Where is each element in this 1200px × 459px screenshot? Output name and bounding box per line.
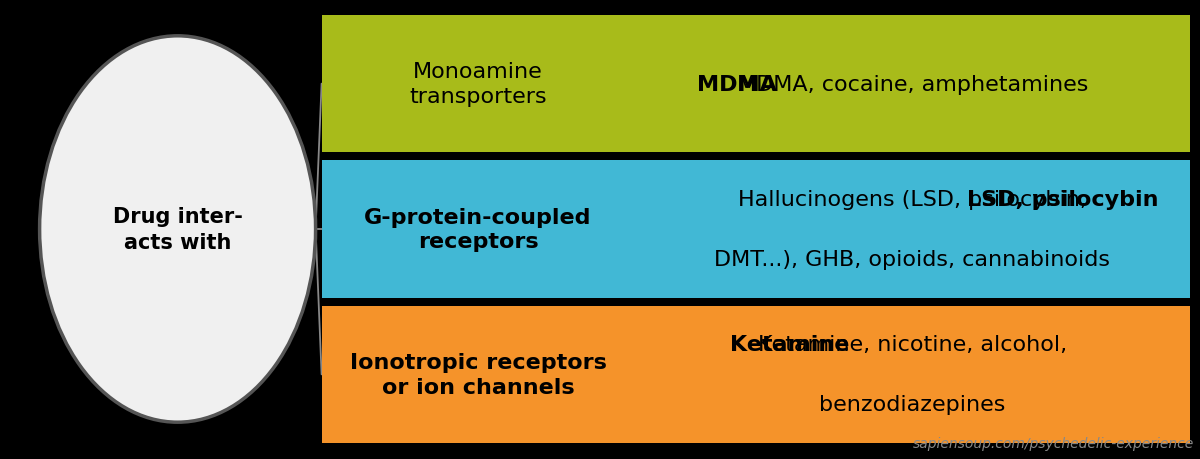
Text: LSD, psilocybin: LSD, psilocybin: [966, 190, 1158, 210]
Text: MDMA: MDMA: [697, 74, 778, 95]
Bar: [322, 306, 1190, 443]
Text: MDMA, cocaine, amphetamines: MDMA, cocaine, amphetamines: [737, 74, 1088, 95]
Text: Drug inter-
acts with: Drug inter- acts with: [113, 207, 242, 252]
Text: Ionotropic receptors
or ion channels: Ionotropic receptors or ion channels: [349, 352, 606, 397]
Ellipse shape: [40, 37, 316, 422]
Text: Monoamine
transporters: Monoamine transporters: [409, 62, 547, 107]
Text: G-protein-coupled
receptors: G-protein-coupled receptors: [365, 207, 592, 252]
Text: benzodiazepines: benzodiazepines: [820, 394, 1006, 414]
Bar: [322, 16, 1190, 153]
Text: Hallucinogens (LSD, psilocybin,: Hallucinogens (LSD, psilocybin,: [738, 190, 1087, 210]
Text: sapiensoup.com/psychedelic-experience: sapiensoup.com/psychedelic-experience: [913, 436, 1194, 450]
Text: DMT...), GHB, opioids, cannabinoids: DMT...), GHB, opioids, cannabinoids: [714, 249, 1110, 269]
Bar: [322, 161, 1190, 298]
Text: Ketamine, nicotine, alcohol,: Ketamine, nicotine, alcohol,: [758, 335, 1067, 355]
Text: Ketamine: Ketamine: [731, 335, 850, 355]
